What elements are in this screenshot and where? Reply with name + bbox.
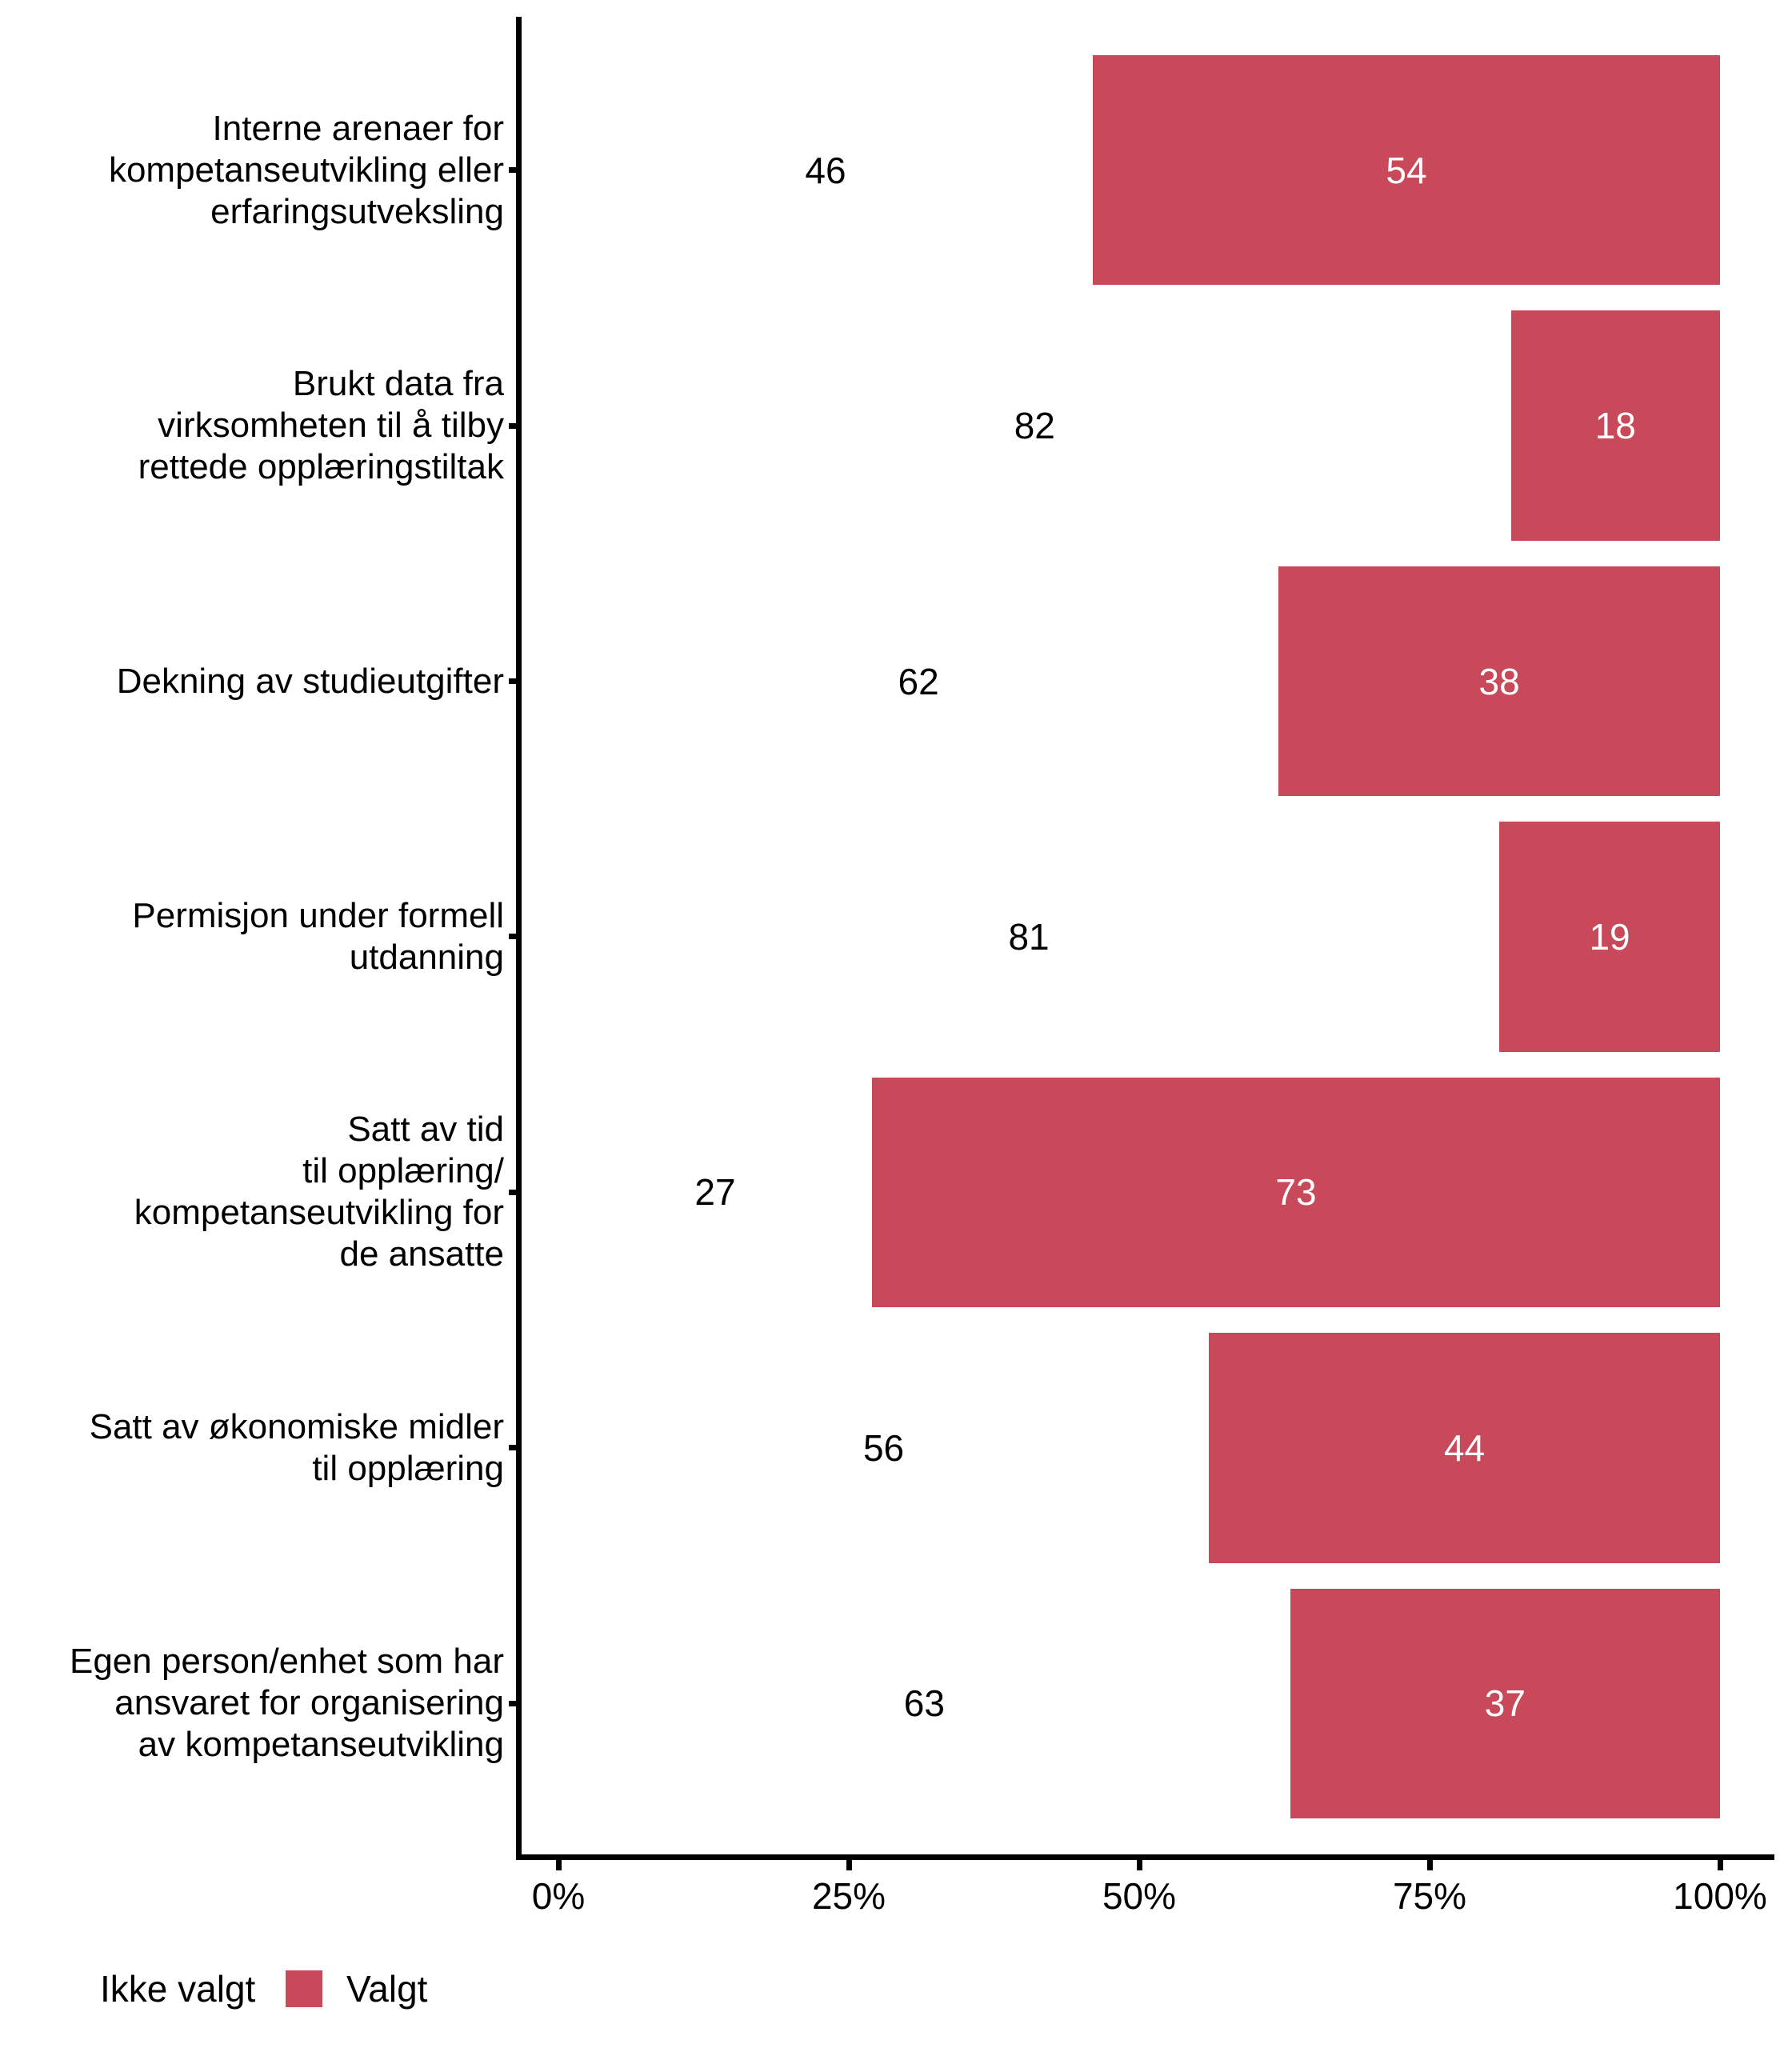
value-label-ikke-valgt: 46 — [805, 149, 846, 191]
category-label-line: til opplæring — [312, 1448, 504, 1488]
value-label-valgt: 44 — [1443, 1426, 1486, 1469]
x-axis-tick — [1426, 1860, 1433, 1870]
value-label-valgt: 54 — [1386, 149, 1427, 191]
category-label-line: Egen person/enhet som har — [69, 1642, 504, 1682]
value-label-valgt: 18 — [1594, 405, 1636, 447]
value-label-ikke-valgt: 81 — [1008, 915, 1050, 958]
value-label-ikke-valgt: 82 — [1014, 405, 1055, 447]
value-label-valgt: 37 — [1484, 1682, 1526, 1725]
category-label: Satt av tid til opplæring/kompetanseutvik… — [0, 1109, 504, 1275]
category-label-line: Interne arenaer for — [212, 108, 504, 148]
y-axis-tick — [509, 678, 519, 685]
x-axis-tick — [555, 1860, 562, 1870]
category-label: Interne arenaer for kompetanseutvikling e… — [0, 108, 504, 233]
category-label-line: Permisjon under formell — [132, 895, 504, 935]
x-axis-tick-label: 50% — [1102, 1875, 1177, 1917]
category-label-line: Satt av tid — [347, 1110, 504, 1150]
x-axis-tick-label: 100% — [1673, 1875, 1767, 1917]
x-axis-line — [519, 1854, 1774, 1860]
value-label-ikke-valgt: 62 — [898, 660, 939, 702]
category-label-line: utdanning — [349, 937, 504, 977]
bar-segment-valgt — [1278, 566, 1720, 797]
category-label-line: de ansatte — [339, 1234, 505, 1274]
y-axis-tick — [509, 934, 519, 940]
y-axis-tick — [509, 1189, 519, 1195]
x-axis-tick — [846, 1860, 852, 1870]
value-label-ikke-valgt: 56 — [862, 1426, 905, 1469]
category-label: Brukt data fra virksomheten til å tilby re… — [0, 363, 504, 488]
category-label: Egen person/enhet som har ansvaret for or… — [0, 1641, 504, 1766]
category-label-line: til opplæring/ — [302, 1151, 504, 1191]
category-label: Dekning av studieutgifter — [0, 661, 504, 702]
category-label-line: ansvaret for organisering — [114, 1683, 504, 1723]
value-label-valgt: 38 — [1478, 660, 1520, 702]
category-label-line: kompetanseutvikling for — [134, 1193, 504, 1233]
value-label-ikke-valgt: 63 — [903, 1682, 945, 1725]
x-axis-tick — [1136, 1860, 1142, 1870]
category-label: Satt av økonomiske midler til opplæring — [0, 1406, 504, 1490]
x-axis-tick-label: 0% — [531, 1875, 586, 1917]
bar-segment-valgt — [1499, 822, 1720, 1052]
x-axis-tick-label: 75% — [1392, 1875, 1467, 1917]
legend-label-ikke-valgt: Ikke valgt — [100, 1968, 256, 2010]
y-axis-tick — [509, 167, 519, 174]
y-axis-tick — [509, 1445, 519, 1451]
value-label-valgt: 19 — [1589, 915, 1630, 958]
bar-segment-valgt — [1092, 54, 1720, 286]
legend-key-valgt — [286, 1970, 322, 2007]
bar-segment-valgt — [872, 1077, 1720, 1308]
value-label-ikke-valgt: 27 — [694, 1171, 736, 1214]
value-label-valgt: 73 — [1275, 1171, 1317, 1214]
bar-segment-valgt — [1209, 1333, 1720, 1563]
category-label-line: virksomheten til å tilby — [158, 406, 504, 446]
category-label-line: Brukt data fra — [292, 364, 504, 404]
legend-label-valgt: Valgt — [346, 1968, 428, 2010]
bar-segment-valgt — [1510, 310, 1720, 541]
bar-segment-valgt — [1290, 1588, 1720, 1819]
category-label-line: Satt av økonomiske midler — [89, 1406, 504, 1446]
category-label-line: rettede opplæringstiltak — [138, 447, 504, 487]
category-label-line: av kompetanseutvikling — [138, 1725, 504, 1765]
category-label: Permisjon under formell utdanning — [0, 895, 504, 978]
category-label-line: Dekning av studieutgifter — [116, 661, 504, 701]
y-axis-tick — [509, 422, 519, 429]
legend-key-ikke-valgt — [48, 1970, 85, 2007]
x-axis-tick-label: 25% — [811, 1875, 886, 1917]
category-label-line: erfaringsutveksling — [210, 191, 504, 231]
category-label-line: kompetanseutvikling eller — [108, 150, 504, 190]
x-axis-tick — [1717, 1860, 1723, 1870]
y-axis-tick — [509, 1700, 519, 1706]
